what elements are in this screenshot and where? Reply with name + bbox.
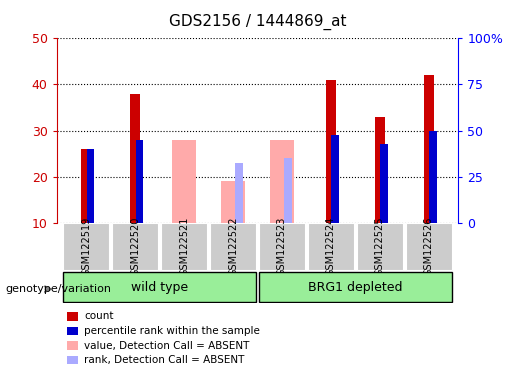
Text: wild type: wild type	[131, 281, 188, 293]
FancyBboxPatch shape	[308, 223, 354, 270]
FancyBboxPatch shape	[357, 223, 403, 270]
Bar	[221, 181, 245, 223]
FancyBboxPatch shape	[63, 223, 109, 270]
Bar	[87, 149, 94, 223]
Bar	[135, 140, 143, 223]
FancyBboxPatch shape	[112, 223, 158, 270]
Text: value, Detection Call = ABSENT: value, Detection Call = ABSENT	[84, 341, 249, 351]
Text: rank, Detection Call = ABSENT: rank, Detection Call = ABSENT	[84, 355, 244, 365]
Bar	[284, 158, 292, 223]
FancyBboxPatch shape	[63, 272, 256, 302]
Text: percentile rank within the sample: percentile rank within the sample	[84, 326, 260, 336]
Text: GSM122523: GSM122523	[277, 217, 287, 276]
Bar	[332, 135, 339, 223]
Bar	[374, 117, 385, 223]
Bar	[430, 131, 437, 223]
Text: GSM122526: GSM122526	[424, 217, 434, 276]
Text: GSM122521: GSM122521	[179, 217, 189, 276]
FancyBboxPatch shape	[161, 223, 207, 270]
FancyBboxPatch shape	[406, 223, 452, 270]
Bar	[81, 149, 92, 223]
Text: GSM122519: GSM122519	[81, 217, 91, 276]
Text: genotype/variation: genotype/variation	[5, 284, 111, 294]
Text: count: count	[84, 311, 113, 321]
Text: GSM122522: GSM122522	[228, 217, 238, 276]
Bar	[270, 140, 294, 223]
Text: BRG1 depleted: BRG1 depleted	[308, 281, 403, 293]
Text: GSM122525: GSM122525	[375, 217, 385, 276]
Bar	[130, 94, 141, 223]
Bar	[381, 144, 388, 223]
Bar	[235, 163, 243, 223]
Text: GDS2156 / 1444869_at: GDS2156 / 1444869_at	[169, 13, 346, 30]
FancyBboxPatch shape	[210, 223, 256, 270]
Bar	[325, 80, 336, 223]
Text: GSM122520: GSM122520	[130, 217, 140, 276]
FancyBboxPatch shape	[259, 272, 452, 302]
Bar	[423, 75, 434, 223]
FancyBboxPatch shape	[259, 223, 305, 270]
Text: GSM122524: GSM122524	[326, 217, 336, 276]
Bar	[172, 140, 196, 223]
